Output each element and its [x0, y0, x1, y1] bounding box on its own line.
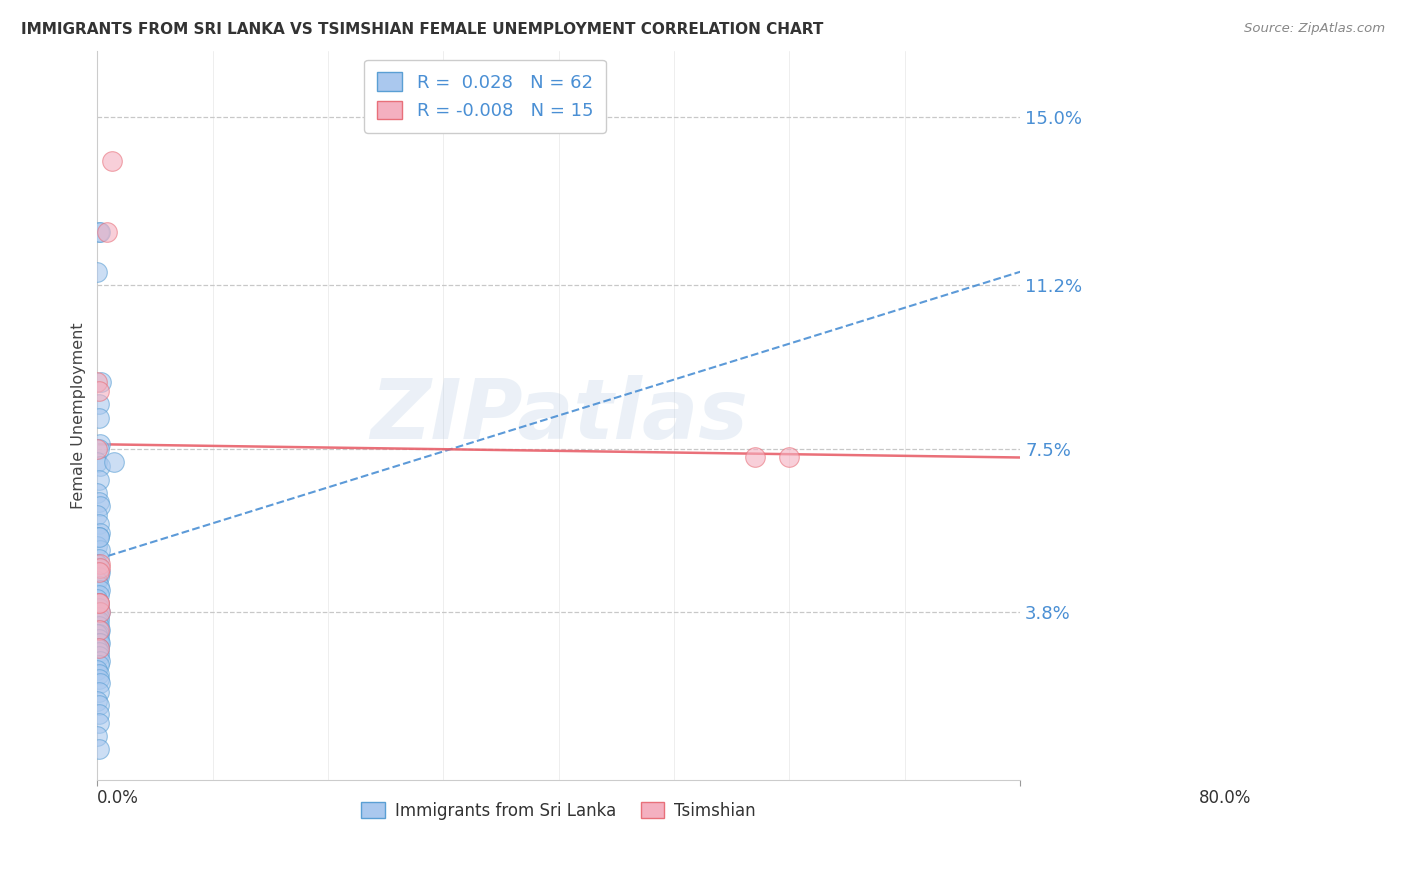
Point: [86, 376, 108, 390]
Point: [87, 645, 110, 659]
Point: [87, 742, 110, 756]
Point: [87, 649, 110, 664]
Point: [87, 596, 110, 610]
Point: [89, 525, 111, 540]
Text: 80.0%: 80.0%: [1198, 789, 1251, 807]
Text: ZIPatlas: ZIPatlas: [370, 375, 748, 456]
Point: [89, 459, 111, 474]
Point: [90, 376, 112, 390]
Point: [87, 600, 110, 615]
Point: [89, 583, 111, 598]
Point: [96, 225, 118, 239]
Point: [87, 530, 110, 544]
Point: [87, 672, 110, 686]
Point: [86, 614, 108, 628]
Point: [87, 609, 110, 624]
Point: [89, 543, 111, 558]
Point: [87, 627, 110, 641]
Point: [86, 557, 108, 571]
Point: [87, 618, 110, 632]
Y-axis label: Female Unemployment: Female Unemployment: [72, 322, 86, 508]
Point: [89, 225, 111, 239]
Point: [86, 592, 108, 607]
Point: [87, 561, 110, 575]
Point: [89, 623, 111, 637]
Point: [87, 473, 110, 487]
Point: [86, 508, 108, 522]
Point: [86, 729, 108, 743]
Point: [86, 640, 108, 655]
Point: [87, 225, 110, 239]
Point: [89, 636, 111, 650]
Point: [103, 455, 125, 469]
Point: [87, 636, 110, 650]
Point: [87, 566, 110, 580]
Point: [101, 154, 124, 169]
Point: [87, 715, 110, 730]
Point: [87, 698, 110, 713]
Point: [87, 632, 110, 646]
Point: [86, 486, 108, 500]
Point: [86, 265, 108, 279]
Text: 0.0%: 0.0%: [97, 789, 139, 807]
Point: [89, 557, 111, 571]
Point: [87, 640, 110, 655]
Point: [87, 384, 110, 399]
Point: [87, 667, 110, 681]
Point: [86, 694, 108, 708]
Point: [89, 605, 111, 619]
Point: [86, 627, 108, 641]
Point: [87, 579, 110, 593]
Point: [87, 596, 110, 610]
Point: [89, 566, 111, 580]
Point: [744, 450, 766, 465]
Point: [87, 516, 110, 531]
Point: [86, 574, 108, 589]
Point: [86, 442, 108, 456]
Point: [87, 397, 110, 411]
Point: [89, 437, 111, 451]
Text: IMMIGRANTS FROM SRI LANKA VS TSIMSHIAN FEMALE UNEMPLOYMENT CORRELATION CHART: IMMIGRANTS FROM SRI LANKA VS TSIMSHIAN F…: [21, 22, 824, 37]
Point: [87, 614, 110, 628]
Point: [87, 494, 110, 508]
Point: [87, 640, 110, 655]
Point: [87, 623, 110, 637]
Point: [89, 605, 111, 619]
Point: [87, 685, 110, 699]
Point: [89, 561, 111, 575]
Point: [86, 663, 108, 677]
Point: [87, 530, 110, 544]
Text: Source: ZipAtlas.com: Source: ZipAtlas.com: [1244, 22, 1385, 36]
Point: [89, 654, 111, 668]
Legend: Immigrants from Sri Lanka, Tsimshian: Immigrants from Sri Lanka, Tsimshian: [354, 796, 762, 827]
Point: [86, 539, 108, 553]
Point: [87, 410, 110, 425]
Point: [87, 658, 110, 673]
Point: [87, 552, 110, 566]
Point: [778, 450, 800, 465]
Point: [89, 676, 111, 690]
Point: [86, 455, 108, 469]
Point: [87, 570, 110, 584]
Point: [89, 499, 111, 513]
Point: [87, 706, 110, 721]
Point: [87, 442, 110, 456]
Point: [87, 588, 110, 602]
Point: [87, 596, 110, 610]
